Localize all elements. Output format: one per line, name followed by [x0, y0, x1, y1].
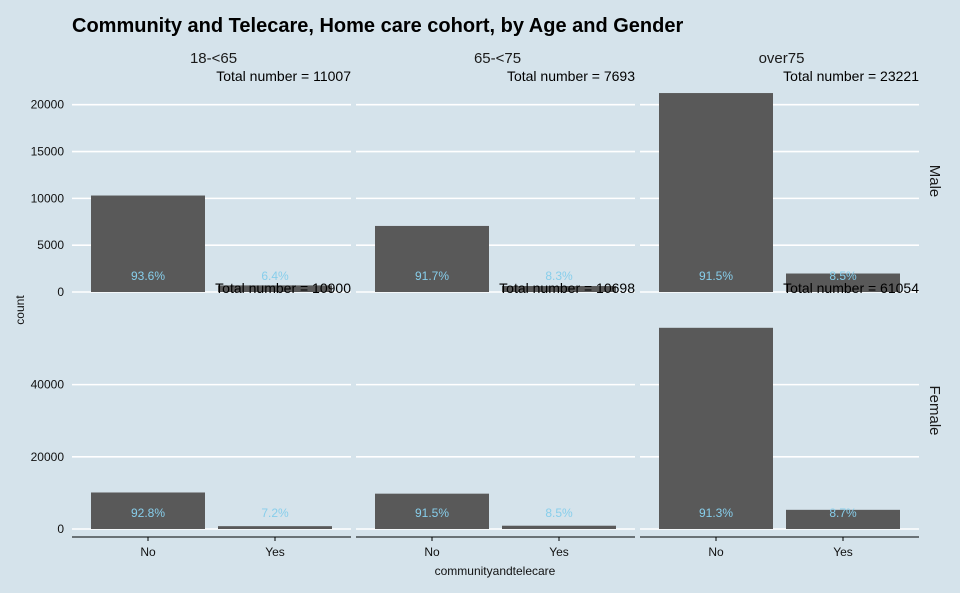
x-axis: No Yes No Yes No Yes	[72, 536, 919, 559]
chart-title: Community and Telecare, Home care cohort…	[72, 15, 683, 37]
x-tick-label: No	[424, 545, 440, 559]
bar	[659, 93, 773, 293]
total-number-label: Total number = 10900	[215, 280, 351, 296]
bar	[91, 195, 205, 292]
facet-strips: 18-<65 65-<75 over75 Male Female	[190, 50, 943, 436]
y-tick-label: 20000	[31, 450, 65, 464]
facet-column-label: 65-<75	[474, 50, 521, 67]
bar	[659, 327, 773, 529]
bar	[218, 285, 332, 292]
x-axis-title: communityandtelecare	[435, 564, 556, 578]
total-number-label: Total number = 11007	[216, 68, 351, 84]
facet-row-label: Female	[926, 385, 943, 435]
facet-column-label: 18-<65	[190, 50, 237, 67]
bar	[375, 225, 489, 292]
percent-label: 7.2%	[261, 506, 289, 520]
x-tick-label: No	[708, 545, 724, 559]
y-tick-label: 0	[57, 285, 64, 299]
total-number-label: Total number = 23221	[783, 68, 919, 84]
bar	[218, 526, 332, 529]
percent-label: 92.8%	[131, 506, 165, 520]
percent-label: 8.5%	[545, 506, 573, 520]
percent-label: 8.3%	[545, 269, 573, 283]
bar	[502, 525, 616, 529]
y-tick-label: 15000	[31, 145, 65, 159]
percent-label: 91.3%	[699, 506, 733, 520]
y-tick-label: 20000	[31, 98, 65, 112]
y-tick-label: 0	[57, 522, 64, 536]
percent-label: 91.5%	[415, 506, 449, 520]
percent-label: 8.5%	[829, 269, 857, 283]
total-number-label: Total number = 10698	[499, 280, 635, 296]
total-number-label: Total number = 7693	[507, 68, 635, 84]
percent-label: 91.7%	[415, 269, 449, 283]
y-axes: 0 5000 10000 15000 20000 0 20000 40000	[31, 98, 65, 536]
y-tick-label: 5000	[37, 238, 64, 252]
bar	[502, 286, 616, 292]
total-number-label: Total number = 61054	[783, 280, 919, 296]
y-tick-label: 10000	[31, 191, 65, 205]
bar	[91, 492, 205, 529]
percent-label: 6.4%	[261, 269, 289, 283]
y-tick-label: 40000	[31, 378, 65, 392]
y-axis-title: count	[13, 295, 27, 325]
facet-column-label: over75	[759, 50, 805, 67]
percent-label: 91.5%	[699, 269, 733, 283]
x-tick-label: No	[140, 545, 156, 559]
x-tick-label: Yes	[833, 545, 853, 559]
bar	[786, 509, 900, 529]
x-tick-label: Yes	[549, 545, 569, 559]
facet-row-label: Male	[926, 165, 943, 198]
bar	[375, 493, 489, 529]
percent-label: 8.7%	[829, 506, 857, 520]
bar	[786, 273, 900, 292]
x-tick-label: Yes	[265, 545, 285, 559]
percent-label: 93.6%	[131, 269, 165, 283]
